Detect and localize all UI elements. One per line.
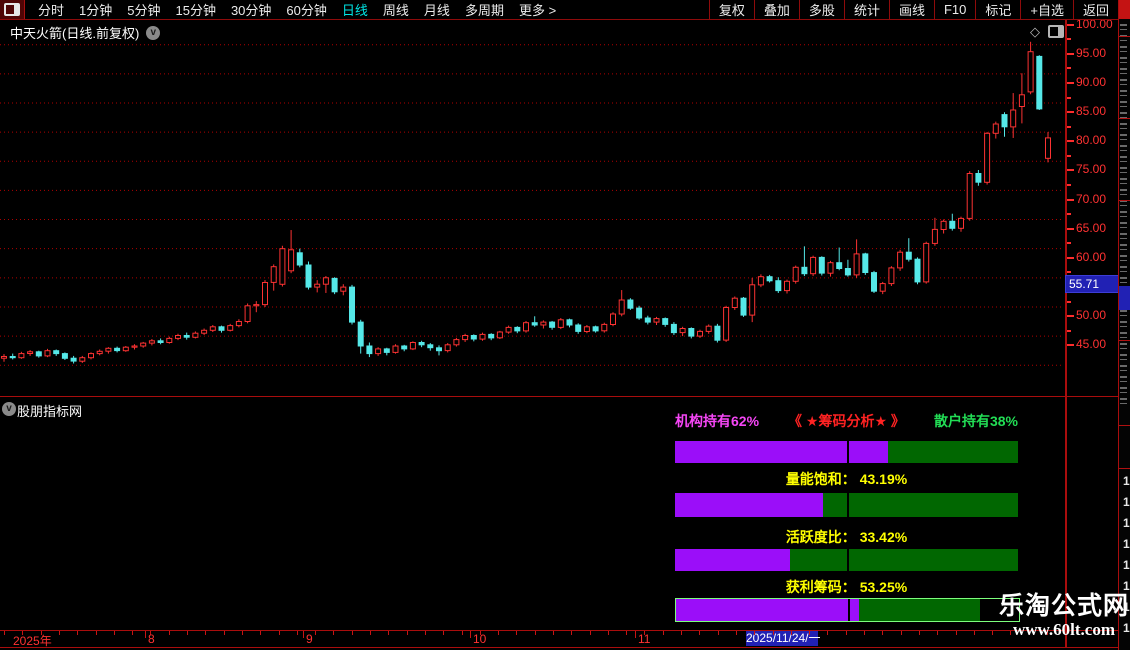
- top-toolbar: 分时 1分钟 5分钟 15分钟 30分钟 60分钟 日线 周线 月线 多周期 更多 > 复权 叠加 多股…: [0, 0, 1118, 20]
- title-dropdown-icon[interactable]: v: [146, 25, 161, 40]
- diamond-marker-icon[interactable]: ◇: [1030, 24, 1040, 39]
- price-axis-label: 90.00: [1076, 74, 1107, 89]
- bottom-border-line: [0, 647, 1130, 648]
- toolbar-item-30分钟[interactable]: 30分钟: [230, 3, 272, 18]
- price-axis-label: 60.00: [1076, 249, 1107, 264]
- toolbar-period-group: 分时 1分钟 5分钟 15分钟 30分钟 60分钟 日线 周线 月线 多周期 更多 >: [25, 0, 556, 19]
- clipped-digit: 1: [1123, 558, 1130, 572]
- institution-holding-label: 机构持有62%: [675, 413, 760, 429]
- date-axis-line: [0, 630, 1130, 631]
- year-label: 2025年: [13, 634, 52, 648]
- price-axis-label: 50.00: [1076, 308, 1107, 323]
- right-edge-clipped-panel[interactable]: 1 1 1 1 1 1 1 1: [1118, 0, 1130, 650]
- window-layout-button[interactable]: [0, 0, 25, 19]
- price-axis-label: 45.00: [1076, 337, 1107, 352]
- toolbar-item-统计[interactable]: 统计: [843, 0, 889, 19]
- toolbar-item-F10[interactable]: F10: [933, 0, 975, 19]
- clipped-digit: 1: [1123, 621, 1130, 635]
- toolbar-item-返回[interactable]: 返回: [1072, 0, 1118, 19]
- chip-analysis-header: 机构持有62% 《 ★筹码分析★ 》 散户持有38%: [675, 411, 1018, 431]
- page-title: 中天火箭(日线.前复权): [10, 26, 140, 41]
- month-label-8: 8: [148, 632, 155, 646]
- activity-ratio-label: 活跃度比： 33.42%: [785, 529, 908, 545]
- clipped-glyphs-decor: [1120, 24, 1127, 404]
- indicator-pane-title: 股朋指标网: [17, 404, 83, 419]
- toolbar-item-月线[interactable]: 月线: [423, 3, 450, 18]
- split-window-icon: [4, 3, 20, 16]
- toolbar-item-分时[interactable]: 分时: [38, 3, 65, 18]
- price-axis-label: 65.00: [1076, 220, 1107, 235]
- toolbar-item-60分钟[interactable]: 60分钟: [286, 3, 327, 18]
- chart-corner-icons: ◇: [1030, 25, 1064, 38]
- toolbar-item-多股[interactable]: 多股: [798, 0, 844, 19]
- watermark-site-name: 乐淘公式网: [998, 592, 1129, 620]
- maximize-pane-icon[interactable]: [1048, 25, 1064, 38]
- price-axis-label: 75.00: [1076, 162, 1107, 177]
- price-axis: 100.00 95.00 90.00 85.00 80.00 75.00 70.00 65.0…: [1065, 16, 1120, 397]
- activity-ratio-bar: [675, 549, 1018, 571]
- pane-dropdown-icon[interactable]: v: [2, 402, 16, 416]
- toolbar-item-+自选[interactable]: +自选: [1020, 0, 1073, 19]
- toolbar-item-复权[interactable]: 复权: [708, 0, 754, 19]
- toolbar-item-标记[interactable]: 标记: [975, 0, 1020, 19]
- toolbar-item-日线[interactable]: 日线: [341, 3, 368, 18]
- clipped-digit: 1: [1123, 495, 1130, 509]
- month-label-10: 10: [473, 632, 487, 646]
- current-price-marker: 55.71: [1065, 274, 1120, 293]
- month-label-11: 11: [638, 632, 651, 646]
- retail-holding-label: 散户持有38%: [933, 413, 1018, 429]
- toolbar-item-叠加[interactable]: 叠加: [753, 0, 799, 19]
- toolbar-item-更多 >[interactable]: 更多 >: [518, 3, 557, 18]
- watermark: 乐淘公式网 www.60lt.com: [998, 592, 1129, 639]
- profit-chips-bar: [675, 598, 1020, 622]
- clipped-digit: 1: [1123, 516, 1130, 530]
- month-label-9: 9: [306, 632, 313, 646]
- clipped-digit: 1: [1123, 600, 1130, 614]
- clipped-toolbar-tile: [1119, 0, 1130, 19]
- chip-analysis-block: 机构持有62% 《 ★筹码分析★ 》 散户持有38% 量能饱和： 43.19% 活…: [675, 403, 1020, 627]
- clipped-digit: 1: [1123, 537, 1130, 551]
- clipped-digit: 1: [1123, 579, 1130, 593]
- axis-divider-line: [1065, 20, 1067, 647]
- clipped-highlight-block: [1119, 286, 1130, 310]
- price-axis-label: 70.00: [1076, 191, 1107, 206]
- toolbar-item-周线[interactable]: 周线: [382, 3, 409, 18]
- chart-title-row: 中天火箭(日线.前复权) v: [10, 23, 161, 42]
- clipped-bottom-row: [0, 648, 1130, 650]
- toolbar-action-group: 复权 叠加 多股 统计 画线 F10 标记 +自选 返回: [708, 0, 1118, 19]
- last-date-box: 2025/11/24/一: [746, 631, 821, 646]
- toolbar-item-15分钟[interactable]: 15分钟: [175, 3, 216, 18]
- volume-saturation-label: 量能饱和： 43.19%: [785, 471, 908, 487]
- candlestick-chart[interactable]: [0, 20, 1065, 397]
- watermark-site-url: www.60lt.com: [1013, 619, 1115, 639]
- profit-chips-label: 获利筹码： 53.25%: [785, 579, 908, 595]
- price-axis-label: 80.00: [1076, 133, 1107, 148]
- chip-analysis-title: 《 ★筹码分析★ 》: [788, 413, 905, 429]
- price-axis-label: 100.00: [1076, 16, 1113, 31]
- clipped-digit: 1: [1123, 474, 1130, 488]
- date-axis: 2025年 2025/11/24/一 8 9 10 11: [0, 631, 1118, 648]
- price-axis-label: 85.00: [1076, 104, 1107, 119]
- toolbar-item-画线[interactable]: 画线: [888, 0, 934, 19]
- toolbar-item-多周期[interactable]: 多周期: [464, 3, 504, 18]
- price-axis-label: 95.00: [1076, 45, 1107, 60]
- toolbar-item-5分钟[interactable]: 5分钟: [127, 3, 161, 18]
- toolbar-item-1分钟[interactable]: 1分钟: [79, 3, 113, 18]
- chip-positions-bar: [675, 441, 1018, 463]
- pane-divider-line[interactable]: [0, 396, 1130, 397]
- volume-saturation-bar: [675, 493, 1018, 517]
